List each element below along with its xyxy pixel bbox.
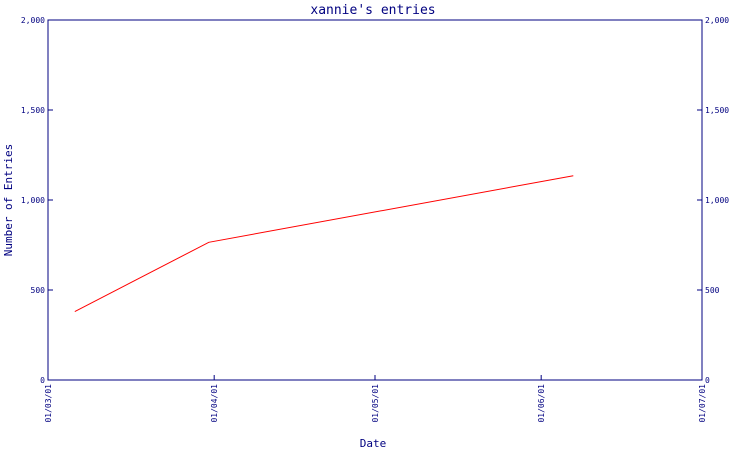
x-axis-label: Date [360, 437, 387, 450]
y-tick-label-right: 2,000 [705, 16, 729, 25]
x-tick-label: 01/07/01 [698, 384, 707, 423]
y-tick-label-left: 2,000 [21, 16, 45, 25]
y-tick-label-right: 0 [705, 376, 710, 385]
y-axis-right: 0 500 1,000 1,500 2,000 [697, 16, 729, 385]
y-axis-label: Number of Entries [2, 144, 15, 257]
x-tick-label: 01/04/01 [210, 384, 219, 423]
y-tick-label-left: 500 [31, 286, 46, 295]
y-tick-label-right: 500 [705, 286, 720, 295]
series-line [74, 175, 574, 313]
x-tick-label: 01/06/01 [537, 384, 546, 423]
y-axis-left: 0 500 1,000 1,500 2,000 [21, 16, 53, 385]
series-group [74, 175, 574, 313]
y-tick-label-right: 1,000 [705, 196, 729, 205]
y-tick-label-right: 1,500 [705, 106, 729, 115]
y-tick-label-left: 1,500 [21, 106, 45, 115]
y-tick-label-left: 1,000 [21, 196, 45, 205]
plot-frame [47, 19, 703, 381]
x-axis: 01/03/01 01/04/01 01/05/01 01/06/01 01/07/01 [44, 375, 707, 423]
x-tick-label: 01/05/01 [371, 384, 380, 423]
y-tick-label-left: 0 [40, 376, 45, 385]
x-tick-label: 01/03/01 [44, 384, 53, 423]
chart-title: xannie's entries [310, 3, 435, 18]
